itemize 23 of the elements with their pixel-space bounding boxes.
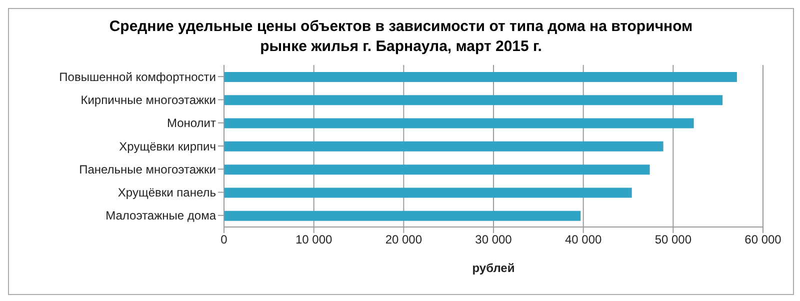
- bar: [224, 95, 723, 106]
- bar: [224, 188, 632, 198]
- x-tick-label: 10 000: [295, 232, 333, 247]
- y-tick-label: Монолит: [166, 116, 216, 130]
- y-tick-label: Панельные многоэтажки: [79, 162, 216, 176]
- x-axis-title: рублей: [472, 261, 515, 275]
- y-tick-label: Малоэтажные дома: [106, 208, 216, 223]
- x-tick-label: 20 000: [385, 232, 422, 247]
- y-tick-label: Хрущёвки панель: [118, 186, 216, 200]
- x-tick-label: 0: [220, 232, 228, 247]
- chart-title: Средние удельные цены объектов в зависимости от типа дома на вторичном рынке жилья г. Барнаула, март 2015 г.: [108, 17, 694, 57]
- bar: [224, 210, 581, 221]
- bar: [224, 141, 664, 152]
- bar: [224, 118, 694, 128]
- y-tick-label: Кирпичные многоэтажки: [80, 92, 216, 107]
- x-tick-label: 40 000: [564, 232, 602, 247]
- bar: [224, 164, 650, 175]
- y-tick-label: Хрущёвки кирпич: [119, 139, 216, 154]
- x-tick-label: 30 000: [475, 232, 512, 247]
- x-tick-label: 60 000: [744, 232, 782, 247]
- bar: [224, 72, 737, 82]
- x-tick-label: 50 000: [654, 232, 692, 247]
- y-tick-label: Повышенной комфортности: [59, 70, 216, 84]
